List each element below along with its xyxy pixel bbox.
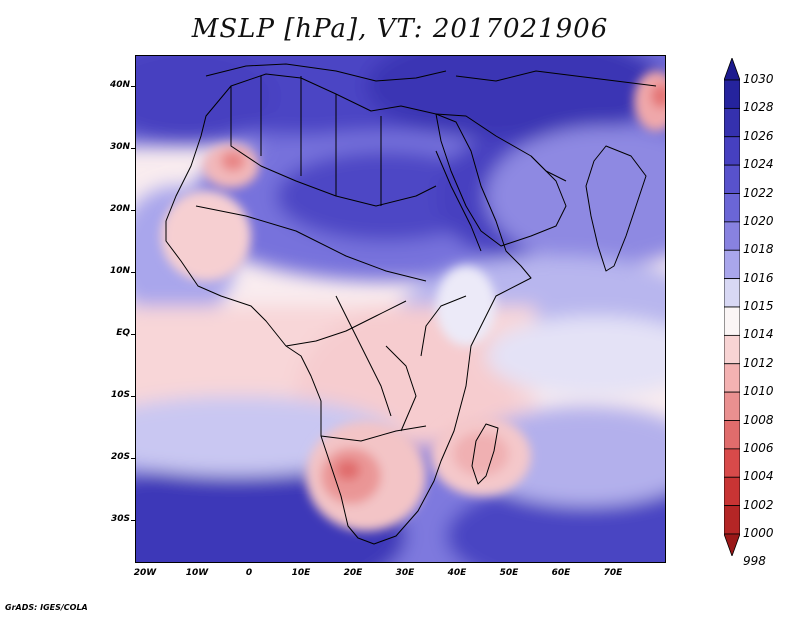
colorbar-swatch <box>724 334 740 365</box>
lat-tick <box>131 148 136 149</box>
map-title: MSLP [hPa], VT: 2017021906 <box>191 14 609 44</box>
lat-label-20n: 20N <box>109 204 130 214</box>
pressure-field <box>136 56 665 562</box>
lon-label-20e: 20E <box>343 568 363 578</box>
lon-label-60e: 60E <box>551 568 571 578</box>
colorbar-swatch <box>724 164 740 194</box>
lon-label-40e: 40E <box>447 568 467 578</box>
colorbar <box>724 58 740 556</box>
colorbar-swatch <box>724 136 740 166</box>
lat-label-30n: 30N <box>109 142 130 152</box>
colorbar-label: 1006 <box>743 440 774 455</box>
colorbar-swatch <box>724 306 740 336</box>
lon-label-50e: 50E <box>499 568 519 578</box>
colorbar-swatch <box>724 476 740 507</box>
coastline <box>165 63 657 545</box>
colorbar-label: 1004 <box>743 469 774 484</box>
colorbar-swatch <box>724 363 740 393</box>
colorbar-swatch <box>724 79 740 109</box>
colorbar-label: 1026 <box>743 128 774 143</box>
colorbar-label: 998 <box>743 554 766 569</box>
lat-label-eq: EQ <box>116 328 130 338</box>
colorbar-label: 1012 <box>743 355 774 370</box>
pressure-map <box>135 55 666 563</box>
lat-label-20s: 20S <box>110 452 130 462</box>
colorbar-label: 1018 <box>743 242 774 257</box>
lat-tick <box>131 86 136 87</box>
lat-label-40n: 40N <box>109 80 130 90</box>
lat-label-30s: 30S <box>110 514 130 524</box>
colorbar-swatch <box>724 505 740 535</box>
colorbar-swatch <box>724 278 740 308</box>
lat-label-10s: 10S <box>110 390 130 400</box>
lon-label-20w: 20W <box>133 568 157 578</box>
colorbar-label: 1030 <box>743 72 774 86</box>
colorbar-swatch <box>724 448 740 478</box>
lon-label-30e: 30E <box>395 568 415 578</box>
colorbar-label: 1002 <box>743 497 774 512</box>
colorbar-swatch <box>724 193 740 223</box>
colorbar-label: 1000 <box>743 526 774 540</box>
colorbar-swatch <box>724 391 740 421</box>
colorbar-label: 1022 <box>743 185 774 200</box>
colorbar-label: 1014 <box>743 327 774 342</box>
colorbar-label: 1010 <box>743 384 774 399</box>
colorbar-label: 1008 <box>743 412 774 427</box>
colorbar-top-arrow <box>724 58 740 81</box>
lat-label-10n: 10N <box>109 266 130 276</box>
lat-tick <box>131 396 136 397</box>
lon-label-10e: 10E <box>291 568 311 578</box>
colorbar-swatch <box>724 420 740 450</box>
lat-tick <box>131 272 136 273</box>
colorbar-label: 1020 <box>743 213 774 228</box>
lat-tick <box>131 458 136 459</box>
colorbar-label: 1015 <box>743 299 774 313</box>
colorbar-label: 1028 <box>743 100 774 115</box>
colorbar-swatch <box>724 221 740 251</box>
colorbar-label: 1016 <box>743 270 774 285</box>
colorbar-label: 1024 <box>743 157 774 172</box>
lat-tick <box>131 334 136 335</box>
lat-tick <box>131 520 136 521</box>
lat-tick <box>131 210 136 211</box>
lon-label-0: 0 <box>245 568 253 578</box>
lon-label-70e: 70E <box>603 568 623 578</box>
colorbar-swatch <box>724 107 740 138</box>
grads-credit: GrADS: IGES/COLA <box>5 603 88 612</box>
colorbar-bottom-arrow <box>724 533 740 556</box>
lon-label-10w: 10W <box>185 568 209 578</box>
colorbar-swatch <box>724 249 740 280</box>
